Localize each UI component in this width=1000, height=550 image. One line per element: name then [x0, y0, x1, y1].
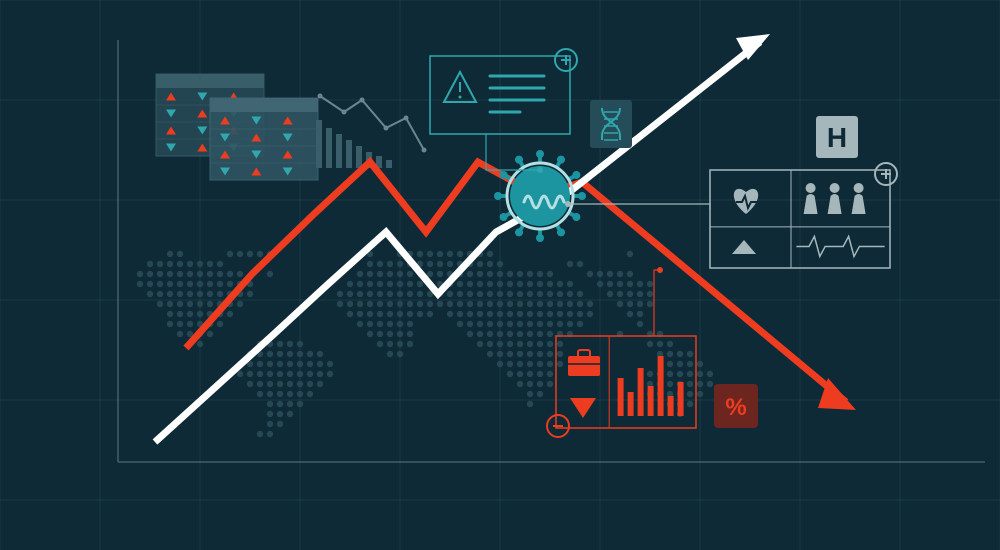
- hospital-panel: H: [816, 116, 858, 158]
- infographic-canvas: H%: [0, 0, 1000, 550]
- dna-panel: [590, 100, 632, 148]
- data-table-front: [210, 98, 318, 180]
- person-icon: [806, 183, 816, 193]
- svg-text:%: %: [725, 394, 746, 421]
- svg-text:H: H: [827, 122, 847, 153]
- person-icon: [854, 183, 864, 193]
- person-icon: [830, 183, 840, 193]
- percent-panel: %: [714, 384, 758, 428]
